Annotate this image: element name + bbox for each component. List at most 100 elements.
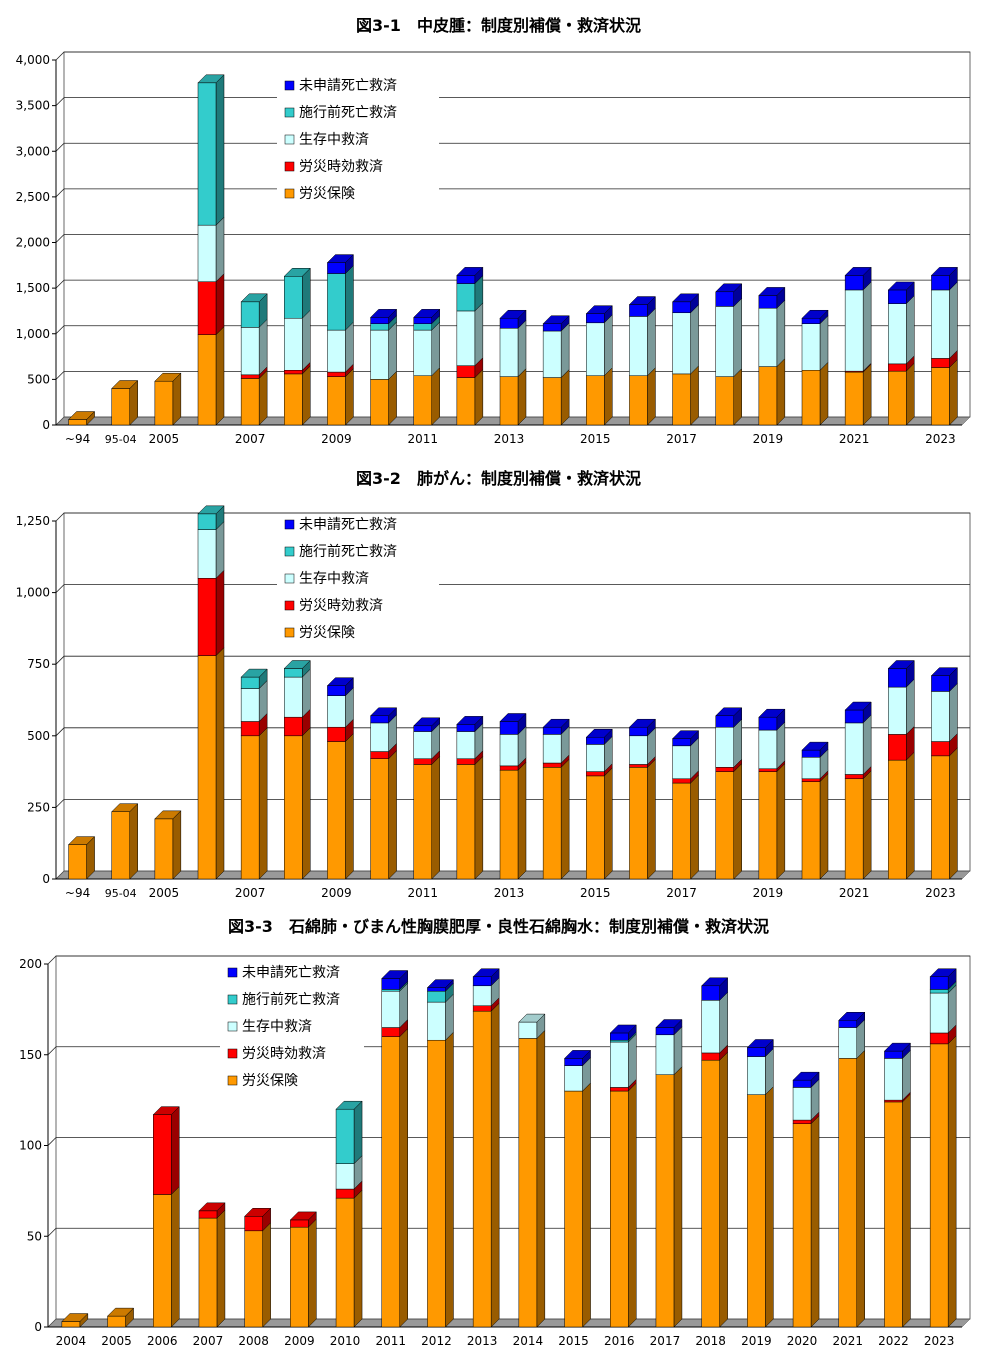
bar-front [240, 374, 260, 379]
bar-front [672, 312, 691, 375]
chart-3-3-asbestosis: 0 50 100 150 200 未申請死亡救済施行前死亡救済生存中救済労災時効救済労災保… [19, 955, 971, 1348]
bar-segment [629, 307, 656, 377]
bar-side [517, 319, 527, 378]
bar-front [499, 721, 519, 735]
bar-front [197, 281, 217, 335]
y-tick-label: 1,250 [16, 514, 50, 528]
gridline-side [55, 799, 65, 808]
y-tick-label: 150 [19, 1048, 42, 1062]
bar-segment [792, 1115, 820, 1328]
bar-front [655, 1074, 675, 1328]
legend-swatch [227, 1021, 238, 1032]
bar-segment [838, 1049, 865, 1328]
bar-top [472, 968, 500, 977]
bar-side [733, 368, 742, 426]
bar-side [902, 1093, 911, 1328]
axis-corner [47, 1318, 57, 1328]
x-tick-label: 2011 [407, 886, 438, 900]
bar-front [335, 1108, 355, 1164]
bar-front [586, 771, 605, 777]
bar-segment [111, 379, 139, 426]
bar-front [888, 370, 907, 426]
y-tick-label: 0 [42, 872, 50, 886]
bar-segment [67, 410, 96, 426]
bar-segment [413, 308, 441, 325]
legend-swatch [284, 627, 295, 638]
bar-side [215, 326, 225, 426]
bar-segment [197, 520, 225, 579]
bar-front [715, 771, 734, 880]
bar-side [258, 369, 268, 426]
axis-corner [55, 870, 65, 880]
y-tick-label: 200 [19, 957, 42, 971]
bar-front [884, 1099, 903, 1103]
bar-segment [701, 977, 729, 1001]
bar-front [154, 380, 174, 426]
bar-segment [499, 712, 527, 735]
gridline-side [55, 727, 65, 737]
bar-side [733, 718, 742, 768]
x-tick-label: 2015 [558, 1334, 589, 1348]
bar-front [284, 373, 303, 426]
bar-segment [931, 732, 958, 757]
bar-side [776, 762, 786, 880]
bar-top [283, 660, 311, 669]
chart-3-1-mesothelioma: 0 500 1,000 1,500 2,000 2,500 3,000 3,500 4,000 未… [16, 51, 971, 446]
bar-front [413, 329, 432, 376]
bar-front [929, 1043, 949, 1328]
gridline-side [55, 584, 65, 593]
bar-side [302, 668, 311, 718]
bar-front [240, 301, 260, 328]
bar-top [154, 810, 182, 820]
bar-side [302, 727, 311, 880]
bar-side [302, 365, 311, 426]
bar-front [472, 1005, 492, 1012]
bar-front [335, 1163, 355, 1190]
bar-segment [629, 758, 656, 880]
bar-top [154, 372, 182, 382]
y-tick-label: 750 [27, 657, 50, 671]
bar-front [472, 976, 492, 987]
bar-front [542, 762, 562, 768]
y-tick-label: 1,500 [16, 281, 50, 295]
bar-front [381, 1027, 400, 1037]
bar-segment [370, 714, 397, 753]
bar-segment [715, 297, 742, 378]
bar-side [215, 520, 225, 579]
bar-segment [884, 1093, 911, 1328]
bar-segment [655, 1066, 683, 1328]
bar-front [888, 668, 907, 688]
bar-segment [283, 267, 311, 319]
bar-side [431, 367, 440, 426]
bar-segment [888, 725, 915, 761]
bar-segment [472, 968, 500, 987]
bar-front [370, 722, 389, 752]
legend-bg [277, 157, 439, 179]
bar-segment [585, 728, 613, 745]
bar-side [258, 318, 268, 376]
bar-top [671, 293, 700, 303]
bar-front [240, 735, 260, 880]
x-tick-label: 2015 [580, 886, 611, 900]
bar-segment [715, 762, 742, 880]
bar-front [290, 1219, 309, 1228]
bar-segment [542, 368, 570, 426]
bar-front [888, 363, 907, 372]
legend-bg [220, 990, 364, 1012]
bar-front [931, 755, 950, 880]
bar-segment [715, 707, 743, 728]
x-tick-label: 2020 [787, 1334, 818, 1348]
gridline-side [55, 51, 65, 61]
bar-segment [106, 1307, 135, 1328]
x-tick-label: 2010 [330, 1334, 361, 1348]
bar-segment [585, 305, 613, 324]
bar-segment [628, 718, 657, 737]
bar-front [198, 1217, 218, 1328]
bar-segment [154, 372, 182, 426]
bar-segment [472, 977, 500, 1007]
x-tick-label: 2021 [839, 886, 870, 900]
legend-swatch [284, 519, 295, 530]
bar-top [456, 267, 484, 276]
bar-front [370, 758, 389, 880]
bar-top [244, 1208, 272, 1217]
